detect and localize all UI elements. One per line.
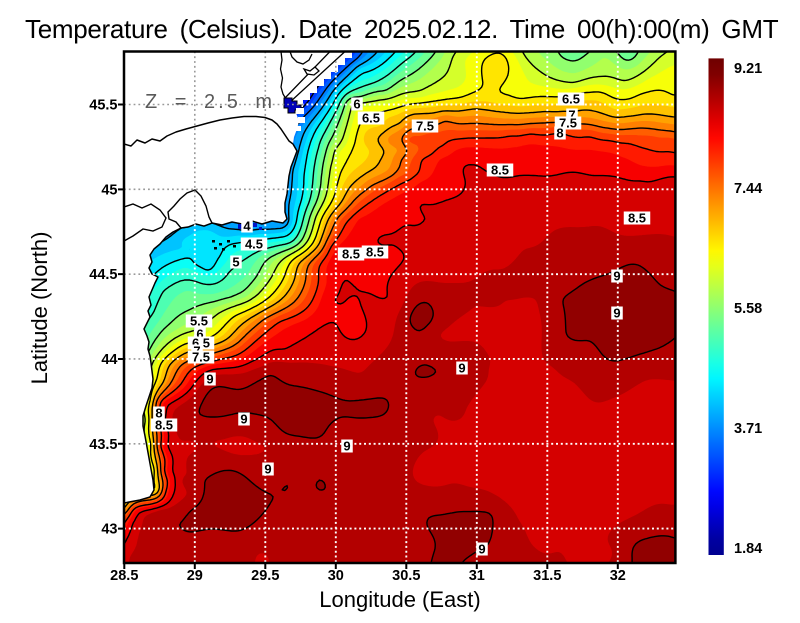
svg-text:29: 29: [187, 568, 203, 584]
svg-text:7.44: 7.44: [734, 181, 762, 197]
svg-text:3.71: 3.71: [734, 421, 762, 437]
svg-text:8.5: 8.5: [628, 211, 646, 226]
svg-text:8.5: 8.5: [155, 418, 173, 433]
svg-text:8.5: 8.5: [342, 247, 360, 262]
svg-text:28.5: 28.5: [110, 568, 138, 584]
svg-text:30: 30: [328, 568, 344, 584]
svg-text:9: 9: [613, 269, 620, 284]
svg-text:Latitude (North): Latitude (North): [27, 232, 52, 385]
svg-text:9: 9: [206, 372, 213, 387]
svg-text:Temperature (Celsius). Date 20: Temperature (Celsius). Date 2025.02.12. …: [25, 14, 779, 44]
svg-text:9: 9: [264, 462, 271, 477]
svg-text:Longitude (East): Longitude (East): [319, 587, 480, 612]
svg-text:9: 9: [613, 306, 620, 321]
svg-text:8: 8: [155, 406, 162, 421]
svg-text:8: 8: [556, 126, 563, 141]
svg-text:8.5: 8.5: [491, 163, 509, 178]
svg-text:6: 6: [196, 327, 203, 342]
svg-text:9: 9: [343, 439, 350, 454]
svg-text:44: 44: [101, 352, 117, 368]
svg-text:32: 32: [610, 568, 626, 584]
svg-text:43: 43: [101, 522, 117, 538]
svg-text:45: 45: [101, 182, 117, 198]
svg-text:45.5: 45.5: [89, 98, 117, 114]
svg-text:9: 9: [478, 542, 485, 557]
svg-text:7.5: 7.5: [416, 119, 434, 134]
svg-text:30.5: 30.5: [392, 568, 420, 584]
svg-text:1.84: 1.84: [734, 541, 762, 557]
svg-text:6: 6: [353, 97, 360, 112]
svg-text:4: 4: [243, 219, 251, 234]
svg-text:31: 31: [469, 568, 485, 584]
svg-text:7: 7: [568, 108, 575, 123]
svg-text:Z = 2.5 m: Z = 2.5 m: [145, 91, 275, 113]
svg-text:5.5: 5.5: [190, 314, 208, 329]
svg-text:9.21: 9.21: [734, 61, 762, 77]
svg-text:29.5: 29.5: [251, 568, 279, 584]
svg-text:6.5: 6.5: [362, 111, 380, 126]
svg-text:7.5: 7.5: [192, 350, 210, 365]
svg-text:6.5: 6.5: [562, 92, 580, 107]
svg-text:44.5: 44.5: [89, 267, 117, 283]
svg-text:4.5: 4.5: [245, 237, 263, 252]
svg-text:31.5: 31.5: [533, 568, 561, 584]
svg-text:5: 5: [232, 255, 239, 270]
svg-text:5.58: 5.58: [734, 301, 762, 317]
svg-text:8.5: 8.5: [366, 245, 384, 260]
svg-text:9: 9: [240, 412, 247, 427]
svg-text:43.5: 43.5: [89, 437, 117, 453]
svg-text:9: 9: [458, 361, 465, 376]
